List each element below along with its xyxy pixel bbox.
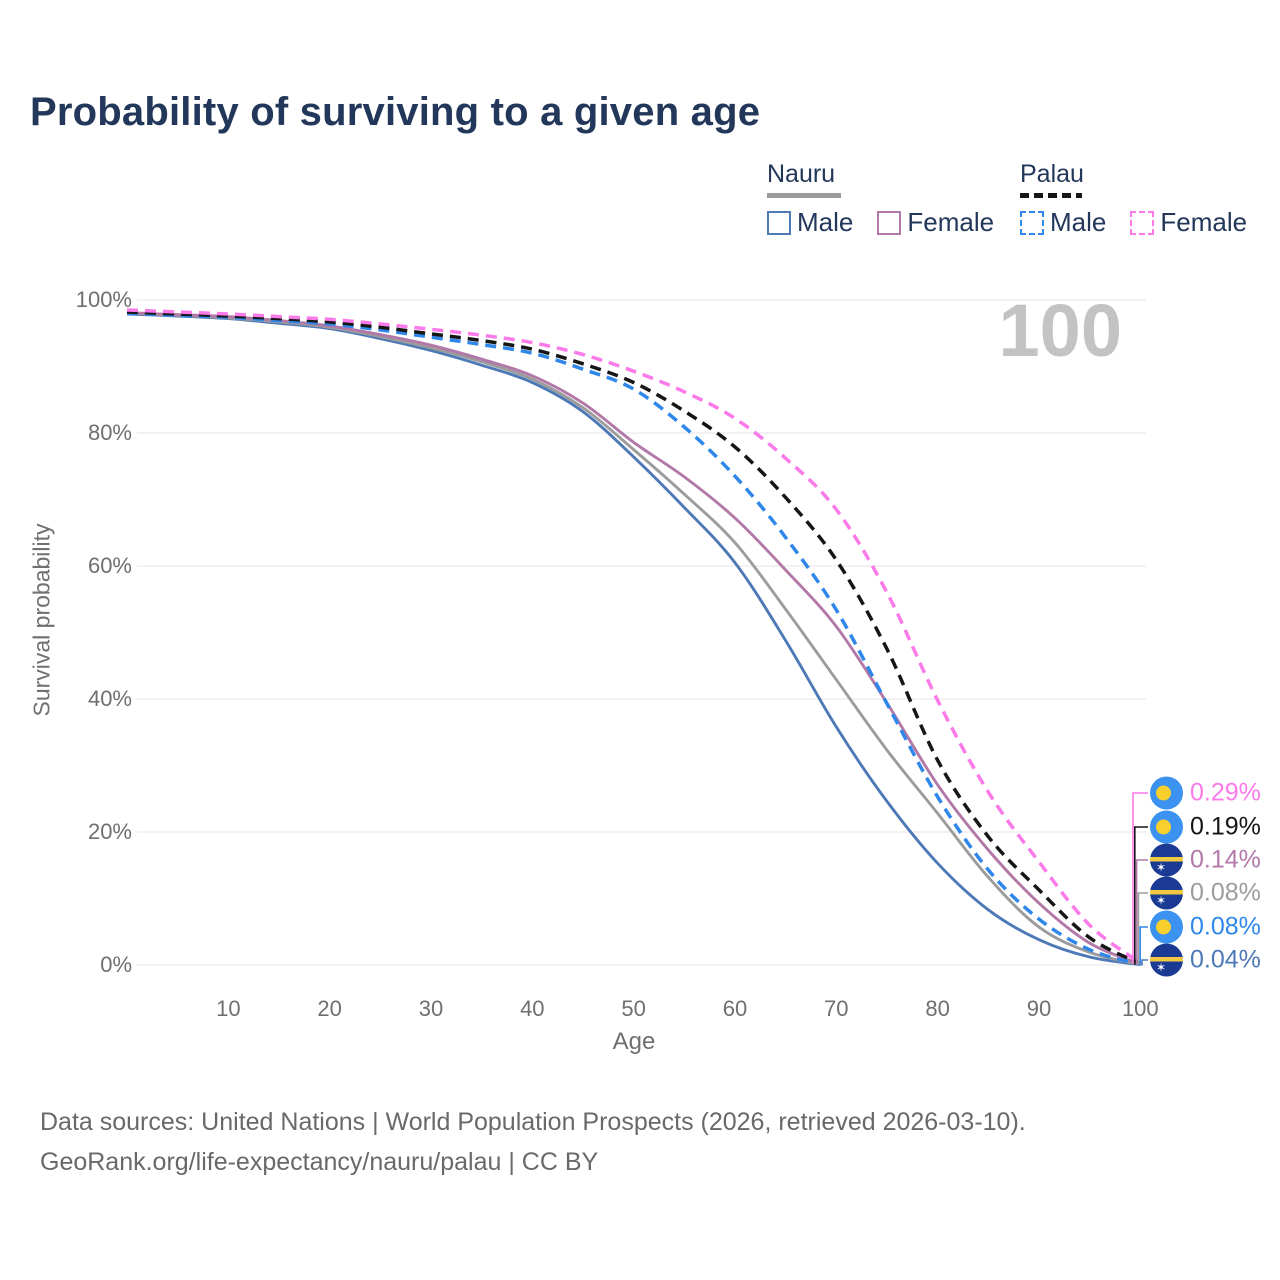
legend-group-title: Nauru	[767, 160, 836, 188]
legend-group-title: Palau	[1020, 160, 1084, 188]
curve-nauru_male	[126, 312, 1141, 967]
legend-item-nauru-male[interactable]: Male	[767, 207, 853, 238]
end-value-text: 0.19%	[1190, 812, 1261, 841]
legend-item-label: Female	[907, 207, 995, 237]
footer-attribution-line: GeoRank.org/life-expectancy/nauru/palau …	[40, 1148, 599, 1176]
x-tick-label-90: 90	[1026, 996, 1052, 1021]
legend-swatch-icon	[1020, 210, 1044, 235]
y-axis-title: Survival probability	[28, 523, 55, 717]
nauru-star: ✶	[1156, 860, 1167, 875]
palau-flag-icon	[1150, 776, 1183, 810]
age-watermark: 100	[998, 289, 1122, 372]
legend-item-label: Female	[1160, 207, 1248, 237]
x-tick-label-100: 100	[1121, 996, 1159, 1021]
end-label-palau_all: 0.19%	[1150, 810, 1261, 844]
curve-nauru_all	[126, 311, 1141, 966]
legend-item-label: Male	[797, 207, 854, 237]
connector-palau_male	[1139, 926, 1148, 966]
x-tick-label-20: 20	[317, 996, 342, 1021]
nauru-star: ✶	[1156, 893, 1167, 908]
y-tick-label-60: 60%	[87, 553, 132, 578]
footer-source-line: Data sources: United Nations | World Pop…	[40, 1108, 1026, 1136]
legend-group-palau: Palau Male Female	[1020, 160, 1247, 238]
y-tick-label-20: 20%	[87, 819, 132, 844]
legend-swatch-icon	[1130, 210, 1155, 235]
palau-flag-icon	[1150, 810, 1183, 844]
legend-item-palau-male[interactable]: Male	[1020, 207, 1106, 238]
legend-dashed-line-sample	[1020, 193, 1082, 198]
palau-sun-disc	[1156, 785, 1171, 801]
legend-item-label: Male	[1050, 207, 1107, 237]
legend-group-nauru: Nauru Male Female	[767, 160, 994, 238]
legend-swatch-icon	[877, 210, 902, 235]
x-tick-label-70: 70	[824, 996, 849, 1021]
chart-title: Probability of surviving to a given age	[30, 90, 761, 134]
x-tick-label-50: 50	[621, 996, 646, 1021]
end-value-text: 0.14%	[1190, 845, 1261, 874]
x-axis-title: Age	[612, 1028, 656, 1055]
nauru-flag-icon: ✶	[1150, 843, 1183, 877]
palau-sun-disc	[1156, 819, 1171, 835]
x-tick-label-40: 40	[520, 996, 545, 1021]
end-value-text: 0.08%	[1190, 878, 1261, 907]
end-label-palau_female: 0.29%	[1150, 776, 1261, 810]
end-label-palau_male: 0.08%	[1150, 910, 1261, 944]
palau-sun-disc	[1156, 919, 1171, 935]
curve-palau_male	[126, 311, 1141, 967]
legend-item-palau-female[interactable]: Female	[1130, 207, 1247, 238]
legend-items: Male Female	[767, 207, 994, 238]
palau-flag-icon	[1150, 910, 1183, 944]
legend-item-nauru-female[interactable]: Female	[877, 207, 994, 238]
end-value-text: 0.29%	[1190, 778, 1261, 807]
connector-nauru_all	[1137, 892, 1148, 966]
y-tick-label-40: 40%	[87, 686, 132, 711]
end-label-nauru_female: ✶ 0.14%	[1150, 843, 1261, 877]
x-tick-label-60: 60	[722, 996, 748, 1021]
nauru-flag-icon: ✶	[1150, 876, 1183, 910]
y-tick-label-100: 100%	[75, 287, 132, 312]
x-tick-label-80: 80	[925, 996, 950, 1021]
end-label-nauru_male: ✶ 0.04%	[1150, 943, 1261, 977]
curve-palau_all	[126, 310, 1142, 966]
connector-nauru_male	[1140, 959, 1148, 966]
end-label-nauru_all: ✶ 0.08%	[1150, 876, 1261, 910]
end-value-text: 0.08%	[1190, 912, 1261, 941]
y-tick-label-80: 80%	[87, 420, 132, 445]
legend-swatch-icon	[767, 210, 791, 235]
nauru-star: ✶	[1156, 960, 1167, 975]
end-value-text: 0.04%	[1190, 945, 1261, 974]
curve-nauru_female	[126, 311, 1141, 966]
legend-items: Male Female	[1020, 207, 1247, 238]
curve-palau_female	[126, 308, 1142, 965]
nauru-flag-icon: ✶	[1150, 943, 1183, 977]
y-tick-label-0: 0%	[100, 952, 132, 977]
legend-solid-line-sample	[767, 193, 841, 198]
x-tick-label-10: 10	[216, 996, 241, 1021]
x-tick-label-30: 30	[418, 996, 444, 1021]
